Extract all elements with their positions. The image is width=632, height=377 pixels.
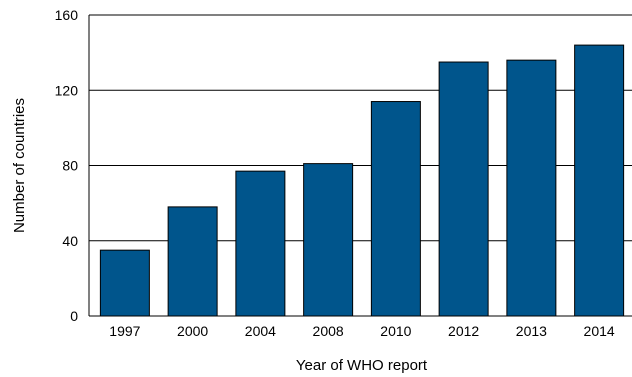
y-tick-label: 0 bbox=[70, 308, 78, 324]
x-tick-label: 2004 bbox=[245, 323, 276, 339]
y-tick-label: 80 bbox=[62, 158, 78, 174]
bar-2008 bbox=[303, 163, 354, 317]
y-tick-label: 120 bbox=[55, 82, 79, 98]
bar-2010 bbox=[370, 101, 421, 317]
x-tick-label: 2008 bbox=[313, 323, 344, 339]
bar-2013 bbox=[506, 59, 557, 317]
x-tick-label: 1997 bbox=[109, 323, 140, 339]
x-tick-labels: 1997 2000 2004 2008 2010 2012 2013 2014 bbox=[109, 323, 615, 339]
bar-2004 bbox=[235, 170, 286, 317]
y-axis-title: Number of countries bbox=[11, 98, 28, 233]
x-tick-label: 2000 bbox=[177, 323, 208, 339]
bars bbox=[99, 44, 625, 317]
y-tick-label: 40 bbox=[62, 233, 78, 249]
x-axis-title: Year of WHO report bbox=[296, 357, 428, 374]
bar-2014 bbox=[574, 44, 625, 317]
bar-2012 bbox=[438, 61, 489, 317]
bar-1997 bbox=[99, 249, 150, 317]
y-tick-label: 160 bbox=[55, 7, 79, 23]
x-tick-label: 2010 bbox=[380, 323, 411, 339]
x-tick-label: 2013 bbox=[516, 323, 547, 339]
y-tick-labels: 0 40 80 120 160 bbox=[55, 7, 79, 324]
bar-2000 bbox=[167, 206, 218, 317]
x-tick-label: 2012 bbox=[448, 323, 479, 339]
x-tick-label: 2014 bbox=[584, 323, 615, 339]
